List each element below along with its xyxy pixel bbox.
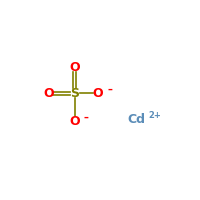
Text: 2+: 2+	[148, 111, 161, 120]
Text: –: –	[84, 113, 89, 123]
Text: –: –	[107, 84, 112, 94]
Text: O: O	[69, 61, 80, 74]
Text: S: S	[70, 87, 79, 100]
Text: O: O	[69, 115, 80, 128]
Text: Cd: Cd	[128, 113, 146, 126]
Text: O: O	[43, 87, 54, 100]
Text: O: O	[93, 87, 103, 100]
